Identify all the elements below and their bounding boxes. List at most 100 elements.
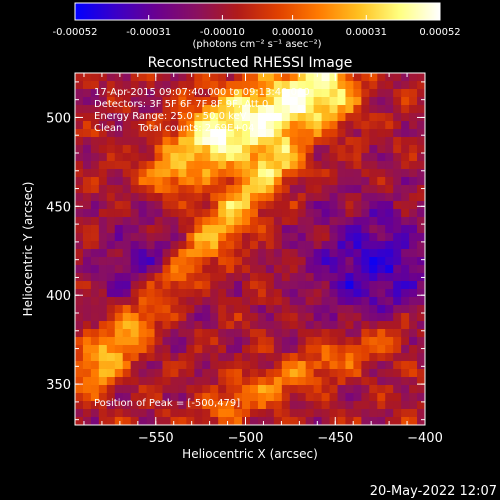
heatmap-cell (321, 377, 331, 386)
heatmap-cell (393, 161, 402, 170)
heatmap-cell (138, 401, 148, 410)
heatmap-cell (289, 377, 299, 386)
heatmap-cell (265, 113, 275, 122)
heatmap-cell (178, 417, 187, 425)
heatmap-cell (162, 105, 172, 114)
heatmap-cell (369, 201, 378, 210)
heatmap-cell (162, 185, 172, 194)
heatmap-cell (90, 201, 100, 210)
heatmap-cell (218, 297, 227, 306)
heatmap-cell (122, 393, 132, 402)
heatmap-cell (345, 241, 355, 250)
heatmap-cell (369, 377, 378, 386)
heatmap-cell (297, 377, 307, 386)
heatmap-cell (170, 257, 180, 266)
heatmap-cell (178, 257, 187, 266)
heatmap-cell (202, 273, 211, 282)
heatmap-cell (329, 281, 339, 290)
heatmap-cell (226, 249, 235, 258)
heatmap-cell (146, 177, 156, 186)
heatmap-cell (250, 137, 259, 146)
heatmap-cell (345, 321, 355, 330)
heatmap-cell (122, 209, 132, 218)
x-tick-label: −550 (138, 431, 174, 446)
heatmap-cell (385, 225, 394, 234)
heatmap-cell (90, 393, 100, 402)
heatmap-cell (186, 217, 195, 226)
heatmap-cell (218, 233, 227, 242)
heatmap-cell (401, 305, 410, 314)
heatmap-cell (393, 321, 402, 330)
heatmap-cell (345, 345, 355, 354)
heatmap-cell (313, 297, 323, 306)
heatmap-cell (178, 161, 187, 170)
heatmap-cell (146, 257, 156, 266)
heatmap-cell (377, 281, 386, 290)
heatmap-cell (106, 201, 116, 210)
heatmap-cell (345, 177, 355, 186)
heatmap-cell (385, 73, 394, 82)
heatmap-cell (329, 193, 339, 202)
heatmap-cell (186, 137, 195, 146)
heatmap-cell (170, 313, 180, 322)
heatmap-cell (337, 225, 347, 234)
heatmap-cell (329, 305, 339, 314)
heatmap-cell (170, 201, 180, 210)
heatmap-cell (130, 225, 140, 234)
heatmap-cell (162, 361, 172, 370)
heatmap-cell (305, 417, 315, 425)
heatmap-cell (210, 353, 219, 362)
heatmap-cell (194, 129, 203, 138)
heatmap-cell (162, 145, 172, 154)
heatmap-cell (385, 201, 394, 210)
heatmap-cell (202, 401, 211, 410)
heatmap-cell (82, 329, 92, 338)
heatmap-cell (202, 137, 211, 146)
heatmap-cell (369, 153, 378, 162)
heatmap-cell (234, 177, 243, 186)
heatmap-cell (265, 353, 275, 362)
heatmap-cell (337, 161, 347, 170)
heatmap-cell (226, 361, 235, 370)
heatmap-cell (186, 161, 195, 170)
heatmap-cell (218, 321, 227, 330)
heatmap-cell (353, 297, 362, 306)
heatmap-cell (75, 265, 84, 274)
heatmap-cell (186, 265, 195, 274)
heatmap-cell (218, 241, 227, 250)
heatmap-cell (250, 225, 259, 234)
heatmap-cell (385, 121, 394, 130)
heatmap-cell (289, 177, 299, 186)
heatmap-cell (170, 129, 180, 138)
heatmap-cell (226, 297, 235, 306)
heatmap-cell (377, 225, 386, 234)
heatmap-cell (75, 73, 84, 82)
heatmap-cell (337, 169, 347, 178)
heatmap-cell (82, 377, 92, 386)
heatmap-cell (257, 329, 267, 338)
heatmap-cell (178, 385, 187, 394)
heatmap-cell (273, 345, 283, 354)
heatmap-cell (257, 361, 267, 370)
heatmap-cell (337, 185, 347, 194)
heatmap-cell (257, 385, 267, 394)
heatmap-cell (194, 185, 203, 194)
heatmap-cell (90, 145, 100, 154)
heatmap-cell (218, 145, 227, 154)
heatmap-cell (385, 289, 394, 298)
heatmap-cell (90, 305, 100, 314)
heatmap-cell (114, 193, 124, 202)
heatmap-cell (234, 209, 243, 218)
heatmap-cell (146, 297, 156, 306)
heatmap-cell (385, 89, 394, 98)
heatmap-cell (257, 265, 267, 274)
heatmap-cell (369, 241, 378, 250)
heatmap-cell (265, 105, 275, 114)
heatmap-cell (114, 393, 124, 402)
heatmap-cell (353, 105, 362, 114)
heatmap-cell (194, 329, 203, 338)
heatmap-cell (409, 241, 418, 250)
heatmap-cell (242, 161, 251, 170)
heatmap-cell (377, 377, 386, 386)
heatmap-cell (393, 289, 402, 298)
